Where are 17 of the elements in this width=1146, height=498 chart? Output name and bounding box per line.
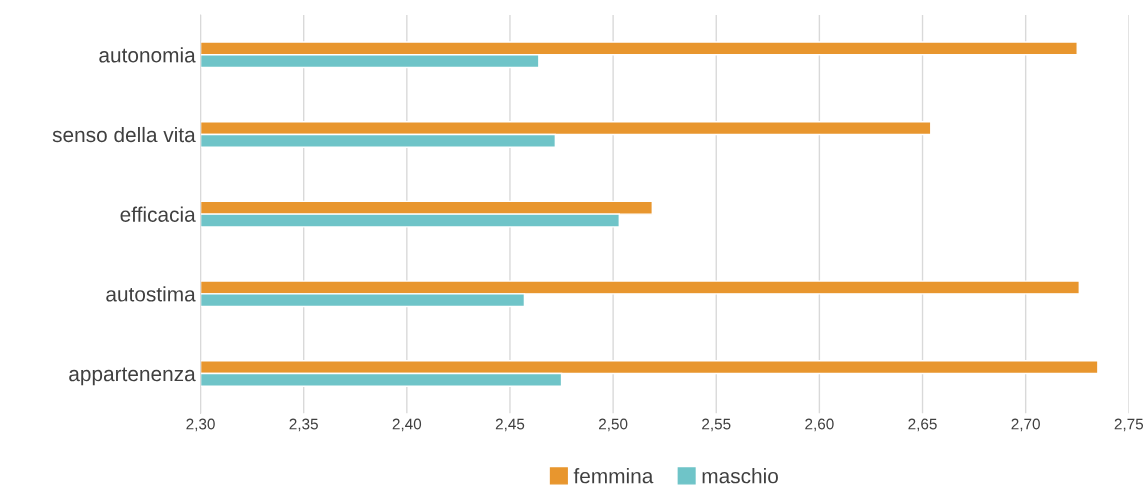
x-tick-label: 2,70 <box>1011 418 1040 432</box>
y-tick-label: senso della vita <box>52 126 196 143</box>
x-tick-label: 2,60 <box>805 418 834 432</box>
legend-label: maschio <box>702 468 778 484</box>
x-tick-label: 2,75 <box>1114 418 1144 432</box>
x-tick-label: 2,50 <box>599 418 628 432</box>
y-tick-label: efficacia <box>120 206 196 222</box>
x-tick-label: 2,45 <box>495 418 525 432</box>
x-tick-label: 2,30 <box>186 418 215 432</box>
x-tick-label: 2,40 <box>392 418 422 432</box>
y-tick-label: autostima <box>106 286 196 302</box>
x-tick-label: 2,65 <box>908 418 937 432</box>
x-tick-label: 2,35 <box>289 418 318 432</box>
x-tick-label: 2,55 <box>702 418 731 432</box>
y-tick-label: autonomia <box>99 47 196 63</box>
y-tick-label: appartenenza <box>69 367 196 386</box>
legend-label: femmina <box>573 468 654 484</box>
